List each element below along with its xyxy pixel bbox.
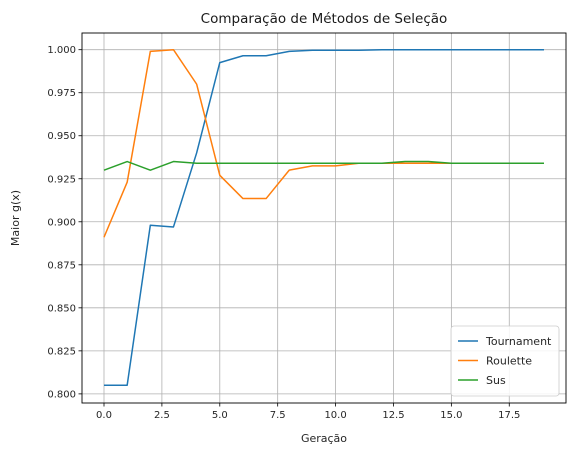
- y-tick-label: 0.850: [47, 303, 76, 314]
- x-tick-label: 12.5: [382, 410, 404, 421]
- y-axis: 0.800 0.825 0.850 0.875 0.900 0.925 0.950 0.975…: [47, 45, 82, 400]
- x-tick-label: 0.0: [96, 410, 112, 421]
- series-line-sus: [103, 160, 544, 171]
- y-tick-label: 0.900: [47, 217, 76, 228]
- legend: Tournament Roulette Sus: [450, 325, 560, 397]
- plot-frame: [81, 32, 567, 404]
- legend-label: Roulette: [486, 355, 532, 368]
- x-tick-label: 7.5: [270, 410, 286, 421]
- y-axis-label: Maior g(x): [9, 190, 22, 246]
- x-tick-label: 5.0: [212, 410, 228, 421]
- x-tick-label: 10.0: [324, 410, 346, 421]
- legend-label: Tournament: [485, 335, 552, 348]
- x-tick-label: 17.5: [498, 410, 520, 421]
- x-tick-label: 2.5: [154, 410, 170, 421]
- legend-frame: [450, 325, 560, 397]
- x-axis: 0.0 2.5 5.0 7.5 10.0 12.5 15.0 17.5: [96, 403, 520, 421]
- y-tick-label: 0.825: [47, 346, 76, 357]
- legend-label: Sus: [486, 374, 506, 387]
- series-line-tournament: [104, 48, 544, 387]
- y-tick-label: 0.800: [47, 389, 76, 400]
- series-line-roulette: [103, 48, 544, 238]
- y-tick-label: 0.950: [47, 131, 76, 142]
- y-tick-label: 0.975: [47, 88, 76, 99]
- x-axis-label: Geração: [301, 432, 347, 445]
- x-tick-label: 15.0: [440, 410, 462, 421]
- y-tick-label: 0.925: [47, 174, 76, 185]
- series-lines: [103, 48, 544, 387]
- y-tick-label: 0.875: [47, 260, 76, 271]
- chart-title: Comparação de Métodos de Seleção: [201, 11, 448, 27]
- y-tick-label: 1.000: [47, 45, 76, 56]
